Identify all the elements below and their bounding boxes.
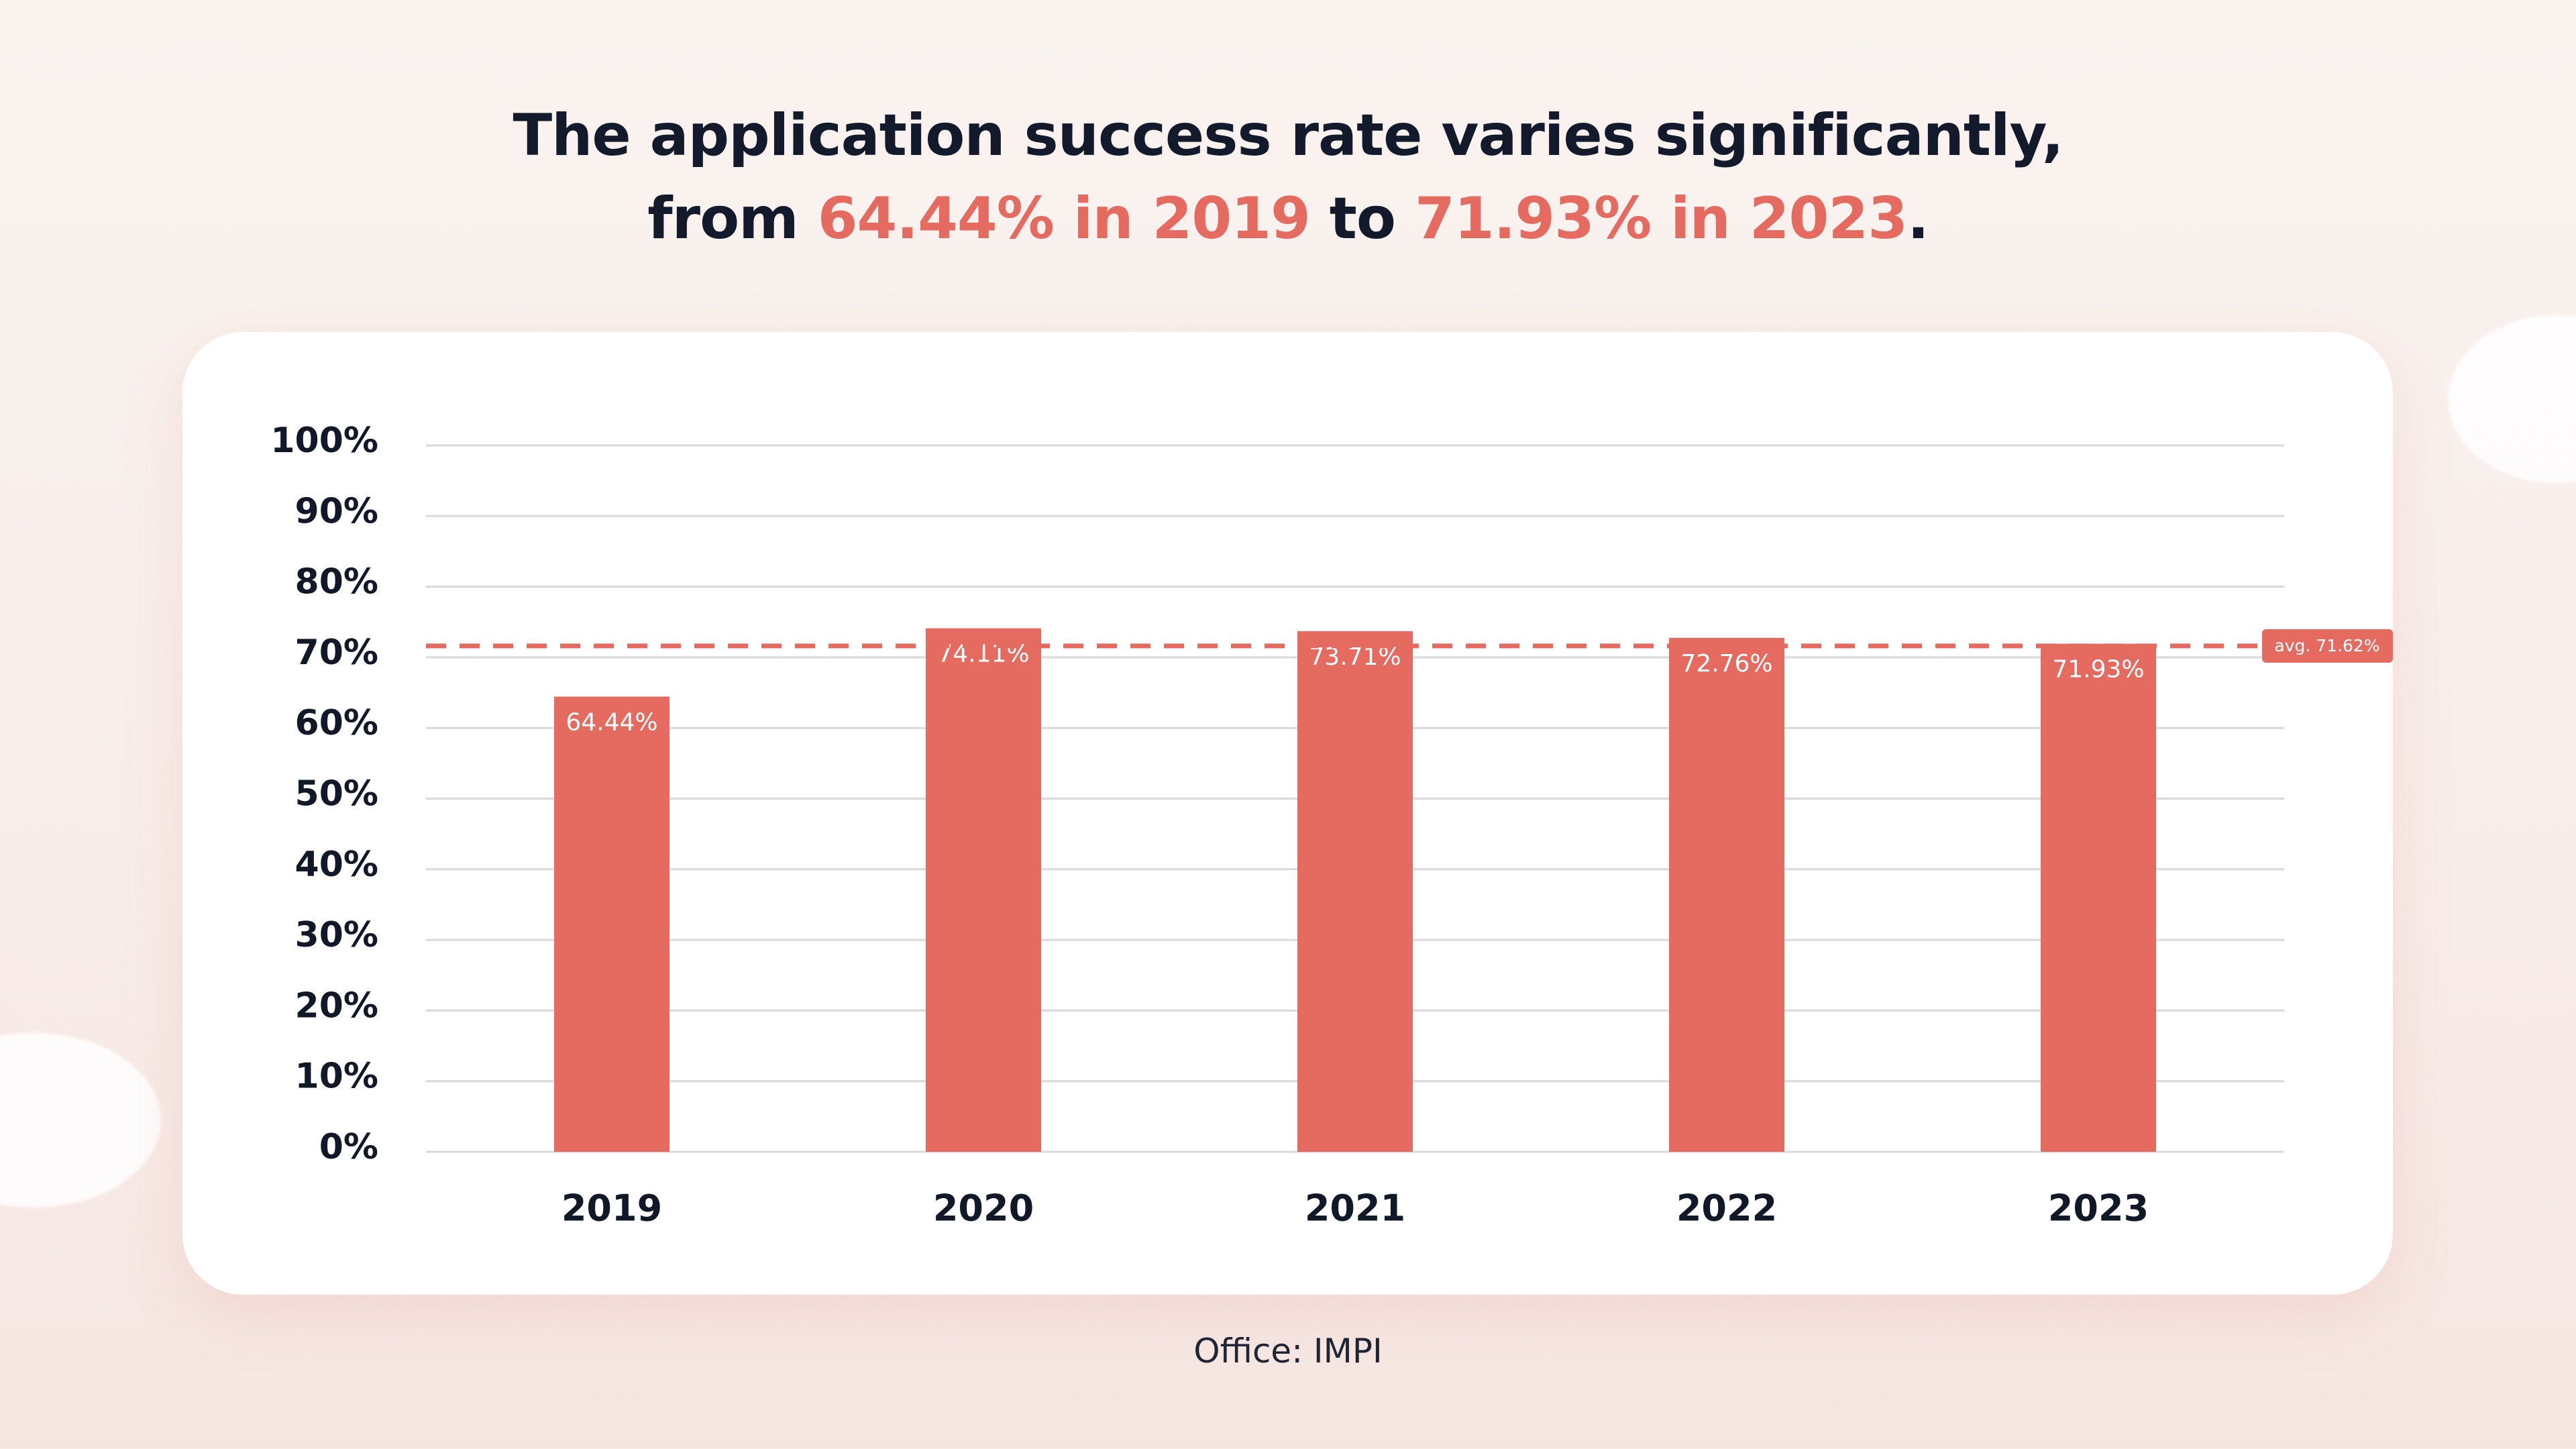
y-tick-label: 60% [295, 703, 378, 743]
headline-highlight-2019: 64.44% in 2019 [817, 185, 1311, 252]
y-tick-label: 10% [295, 1057, 378, 1097]
y-tick-label: 40% [295, 845, 378, 885]
headline-line-2: from 64.44% in 2019 to 71.93% in 2023. [0, 177, 2576, 260]
headline: The application success rate varies sign… [0, 94, 2576, 260]
bar [926, 628, 1041, 1152]
bar [554, 696, 669, 1152]
x-tick-label: 2023 [2048, 1187, 2149, 1230]
y-tick-label: 90% [295, 491, 378, 531]
y-tick-label: 0% [319, 1127, 378, 1167]
average-badge [2262, 629, 2393, 663]
x-tick-label: 2019 [561, 1187, 662, 1230]
bar [1669, 637, 1784, 1152]
source-note: Office: IMPI [1193, 1332, 1383, 1371]
bar-value-label: 73.71% [1309, 643, 1401, 671]
headline-highlight-2023: 71.93% in 2023 [1414, 185, 1908, 252]
headline-period: . [1907, 185, 1929, 252]
y-tick-label: 20% [295, 985, 378, 1026]
y-tick-label: 70% [295, 633, 378, 673]
decor-blob-left [0, 1033, 161, 1208]
average-label: avg. 71.62% [2274, 636, 2379, 655]
x-tick-label: 2021 [1305, 1187, 1405, 1230]
bar-chart: 0% 10% 20% 30% 40% 50% 60% 70% 80% 90% 100% 64.44% 2… [270, 421, 2393, 1230]
bar-value-label: 64.44% [566, 708, 657, 736]
headline-line-1: The application success rate varies sign… [513, 102, 2063, 169]
bar-value-label: 72.76% [1680, 650, 1772, 678]
bar [1297, 631, 1413, 1152]
decor-blob-right [2449, 315, 2576, 483]
y-tick-label: 50% [295, 774, 378, 814]
bar-value-label: 71.93% [2052, 656, 2144, 684]
headline-from: from [647, 185, 818, 252]
headline-to: to [1309, 185, 1415, 252]
x-tick-label: 2020 [933, 1187, 1034, 1230]
y-tick-label: 30% [295, 915, 378, 955]
y-tick-label: 80% [295, 562, 378, 602]
chart-card: 0% 10% 20% 30% 40% 50% 60% 70% 80% 90% 100% 64.44% 2… [182, 332, 2393, 1295]
bar [2041, 643, 2156, 1152]
y-tick-label: 100% [270, 421, 378, 461]
x-tick-label: 2022 [1676, 1187, 1777, 1230]
